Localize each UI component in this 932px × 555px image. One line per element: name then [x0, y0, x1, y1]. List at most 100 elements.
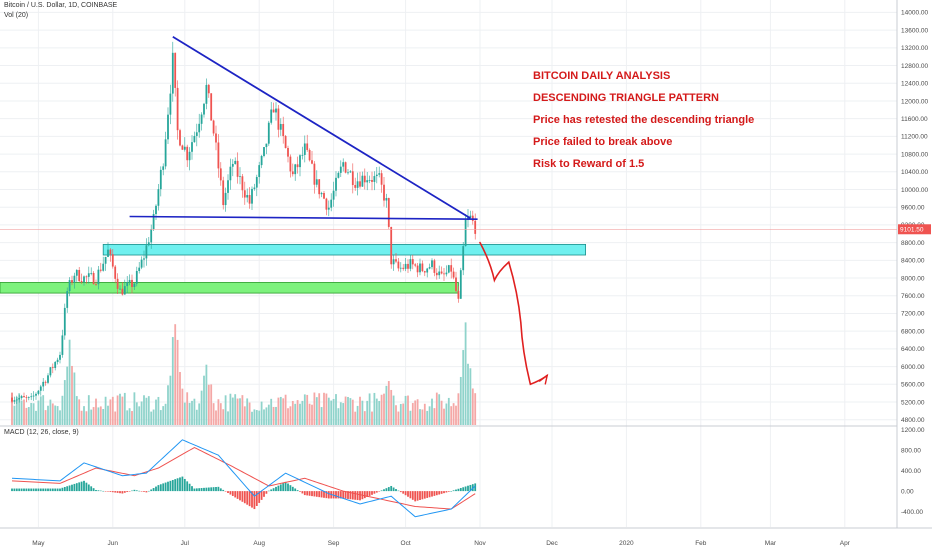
candle-body — [174, 52, 177, 88]
volume-bar — [390, 389, 393, 425]
volume-bar — [97, 407, 100, 425]
candle-body — [395, 259, 397, 262]
candle-body — [138, 267, 141, 271]
macd-histogram-bar — [152, 488, 155, 492]
candle-body — [291, 171, 294, 175]
time-tick-label: Aug — [253, 540, 265, 547]
macd-histogram-bar — [423, 491, 426, 499]
macd-histogram-bar — [23, 488, 25, 492]
volume-bar — [467, 363, 469, 425]
macd-histogram-bar — [462, 487, 465, 492]
volume-bar — [95, 398, 97, 425]
volume-bar — [179, 371, 181, 425]
candle-body — [332, 190, 335, 200]
candle-layer — [11, 41, 477, 405]
macd-histogram-bar — [174, 479, 177, 492]
volume-bar — [150, 411, 153, 425]
volume-bar — [407, 395, 409, 425]
volume-bar — [469, 368, 472, 425]
macd-histogram-bar — [419, 491, 421, 500]
time-tick-label: Jul — [181, 540, 190, 547]
candle-body — [471, 215, 474, 221]
candle-body — [61, 335, 64, 355]
macd-histogram-bar — [291, 486, 294, 492]
macd-histogram-bar — [279, 484, 282, 492]
candle-body — [474, 220, 477, 234]
volume-bar — [445, 403, 448, 425]
macd-histogram-bar — [402, 491, 405, 494]
volume-bar — [75, 396, 78, 425]
macd-histogram-bar — [363, 491, 366, 499]
volume-bar — [54, 405, 57, 425]
volume-bar — [212, 403, 215, 425]
candle-body — [236, 160, 239, 177]
candle-body — [167, 114, 169, 140]
macd-histogram-bar — [92, 488, 95, 492]
volume-bar — [104, 396, 107, 425]
macd-histogram-bar — [27, 488, 30, 492]
candle-body — [97, 269, 100, 285]
volume-bar — [56, 406, 59, 425]
macd-histogram-bar — [66, 486, 69, 492]
candle-body — [385, 198, 388, 201]
macd-histogram-bar — [349, 491, 352, 500]
volume-bar — [428, 406, 431, 425]
macd-histogram-bar — [11, 488, 13, 492]
candle-body — [15, 399, 18, 401]
candle-body — [241, 176, 244, 191]
annotation-line: DESCENDING TRIANGLE PATTERN — [533, 92, 719, 104]
candle-body — [371, 180, 373, 182]
candle-body — [279, 123, 282, 130]
volume-bar — [392, 395, 395, 425]
volume-bar — [409, 410, 412, 425]
macd-histogram-bar — [354, 491, 357, 500]
candle-body — [35, 393, 37, 396]
time-tick-label: Sep — [328, 540, 340, 547]
candle-body — [327, 207, 330, 210]
macd-histogram-bar — [323, 491, 325, 498]
macd-histogram-bar — [183, 478, 186, 492]
candle-body — [20, 396, 23, 399]
macd-histogram-bar — [450, 491, 453, 492]
volume-bar — [195, 409, 198, 425]
volume-bar — [366, 400, 369, 425]
macd-histogram-bar — [169, 480, 172, 492]
volume-bar — [47, 405, 49, 425]
candle-body — [107, 249, 109, 257]
volume-bar — [443, 408, 445, 425]
volume-bar — [37, 400, 40, 425]
volume-bar — [447, 397, 450, 425]
candle-body — [308, 149, 311, 161]
price-tick-label: 10000.00 — [901, 187, 928, 194]
candle-body — [27, 396, 30, 398]
macd-histogram-bar — [342, 491, 345, 499]
candle-body — [464, 219, 467, 247]
volume-bar — [198, 403, 201, 425]
volume-bar — [277, 397, 280, 425]
macd-histogram-bar — [366, 491, 369, 498]
candle-body — [447, 265, 450, 273]
price-tick-label: 14000.00 — [901, 10, 928, 17]
macd-histogram-bar — [107, 491, 109, 492]
macd-histogram-bar — [270, 489, 273, 492]
macd-tick-label: -400.00 — [901, 509, 923, 516]
volume-bar — [15, 397, 18, 425]
chart-title: Bitcoin / U.S. Dollar, 1D, COINBASE — [4, 2, 118, 9]
macd-signal-line — [11, 446, 476, 510]
volume-bar — [234, 394, 237, 425]
volume-bar — [423, 403, 426, 425]
macd-histogram-bar — [145, 491, 148, 493]
macd-histogram-bar — [399, 491, 402, 493]
macd-histogram-bar — [392, 487, 395, 492]
macd-histogram-bar — [236, 491, 239, 499]
volume-bar — [167, 385, 169, 425]
macd-histogram-bar — [395, 489, 397, 492]
volume-bar — [299, 403, 301, 425]
volume-bar — [287, 408, 289, 425]
macd-histogram-bar — [375, 491, 378, 493]
macd-histogram-bar — [459, 488, 462, 492]
volume-bar — [450, 406, 453, 425]
volume-bar — [49, 399, 52, 425]
macd-histogram-bar — [234, 491, 237, 498]
